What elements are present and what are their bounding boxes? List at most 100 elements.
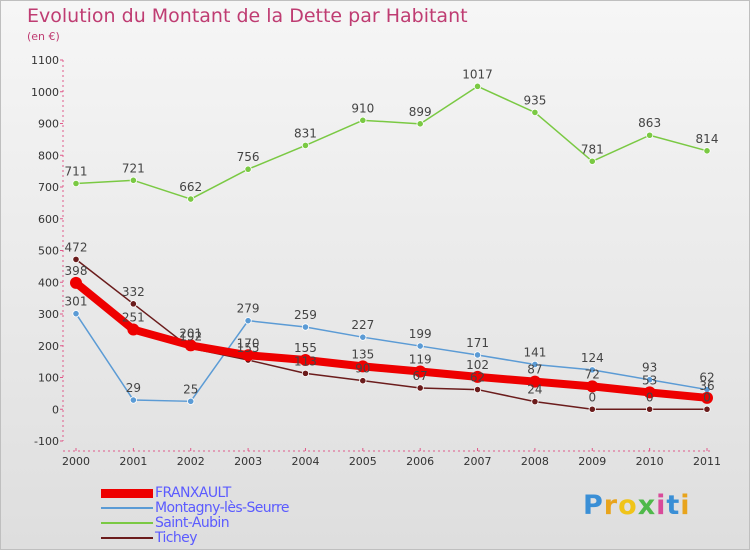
data-label-franxault: 72: [585, 367, 600, 381]
x-tick-label: 2003: [234, 455, 262, 468]
x-tick-label: 2002: [177, 455, 205, 468]
legend-swatch-franxault: [101, 488, 153, 498]
data-point-montagny-les-seurre: [72, 310, 80, 318]
x-tick-label: 2000: [62, 455, 90, 468]
y-tick-label: -100: [34, 435, 59, 448]
legend-item-tichey: Tichey: [101, 530, 197, 546]
data-label-tichey: 155: [237, 341, 260, 355]
data-label-franxault: 251: [122, 311, 145, 325]
data-label-tichey: 24: [527, 383, 542, 397]
data-label-tichey: 113: [294, 354, 317, 368]
legend-swatch-montagny: [101, 507, 153, 509]
data-label-franxault: 135: [351, 347, 374, 361]
y-tick-label: 900: [38, 118, 59, 131]
data-label-franxault: 102: [466, 358, 489, 372]
data-label-franxault: 53: [642, 373, 657, 387]
data-label-saint-aubin: 1017: [462, 67, 493, 81]
data-point-montagny-les-seurre: [473, 351, 482, 359]
data-label-montagny-les-seurre: 62: [699, 371, 714, 385]
legend-item-saint-aubin: Saint-Aubin: [101, 515, 230, 531]
y-tick-label: 300: [38, 308, 59, 321]
data-point-montagny-les-seurre: [359, 333, 367, 341]
series-line-franxault: [72, 278, 711, 402]
data-point-tichey: [301, 369, 310, 377]
y-tick-label: 800: [38, 149, 59, 162]
legend-label-tichey: Tichey: [155, 530, 197, 546]
data-point-franxault: [356, 360, 369, 373]
data-point-franxault: [643, 386, 656, 399]
data-label-saint-aubin: 863: [638, 116, 661, 130]
logo-letter: o: [618, 490, 638, 521]
data-label-montagny-les-seurre: 171: [466, 336, 489, 350]
data-point-tichey: [473, 385, 482, 394]
logo-letter: r: [603, 490, 619, 521]
logo-letter: x: [637, 490, 657, 521]
data-label-franxault: 201: [179, 326, 202, 340]
data-point-saint-aubin: [473, 82, 482, 90]
data-point-saint-aubin: [301, 141, 310, 150]
unit-label: (en €): [27, 30, 60, 43]
data-label-franxault: 36: [699, 379, 714, 393]
data-label-montagny-les-seurre: 141: [523, 345, 546, 359]
x-tick-label: 2011: [693, 455, 721, 468]
x-tick-label: 2009: [578, 455, 606, 468]
data-point-tichey: [531, 398, 539, 406]
data-label-montagny-les-seurre: 29: [126, 381, 141, 395]
data-point-montagny-les-seurre: [531, 360, 539, 369]
data-label-saint-aubin: 721: [122, 161, 145, 175]
data-point-tichey: [588, 405, 596, 413]
y-tick-label: 600: [38, 213, 59, 226]
legend-swatch-saint-aubin: [101, 522, 153, 524]
x-tick-label: 2004: [291, 455, 319, 468]
data-label-montagny-les-seurre: 124: [581, 351, 604, 365]
data-point-franxault: [701, 391, 713, 404]
data-point-tichey: [416, 384, 424, 392]
logo-letter: P: [583, 490, 604, 521]
data-point-montagny-les-seurre: [187, 397, 195, 405]
y-tick-label: 700: [38, 181, 59, 194]
y-tick-label: 400: [38, 276, 59, 289]
proxiti-logo: Proxiti: [583, 490, 691, 521]
series-line-montagny-les-seurre: [75, 312, 708, 403]
x-tick-label: 2006: [406, 455, 434, 468]
data-point-tichey: [703, 405, 711, 413]
legend-swatch-tichey: [101, 537, 153, 539]
data-point-franxault: [242, 349, 255, 362]
data-point-saint-aubin: [703, 147, 711, 155]
data-label-franxault: 155: [294, 341, 317, 355]
data-label-montagny-les-seurre: 93: [642, 361, 657, 375]
y-tick-label: 1000: [31, 86, 59, 99]
logo-letter: t: [666, 490, 681, 521]
data-point-franxault: [127, 323, 140, 336]
series-line-saint-aubin: [75, 85, 708, 200]
data-point-franxault: [586, 380, 599, 393]
data-label-montagny-les-seurre: 199: [409, 327, 432, 341]
x-tick-label: 2008: [521, 455, 549, 468]
data-point-tichey: [646, 405, 654, 413]
y-tick-label: 1100: [31, 54, 59, 67]
data-label-saint-aubin: 781: [581, 142, 604, 156]
legend-label-montagny: Montagny-lès-Seurre: [155, 500, 289, 516]
data-label-montagny-les-seurre: 259: [294, 308, 317, 322]
data-point-montagny-les-seurre: [244, 317, 252, 325]
legend-label-saint-aubin: Saint-Aubin: [155, 515, 230, 531]
data-point-tichey: [129, 300, 137, 308]
y-tick-label: 200: [38, 340, 59, 353]
data-point-franxault: [70, 276, 82, 289]
data-point-saint-aubin: [588, 157, 596, 165]
data-point-montagny-les-seurre: [646, 376, 654, 384]
data-label-franxault: 398: [65, 264, 88, 278]
logo-letter: i: [680, 490, 691, 521]
data-point-montagny-les-seurre: [301, 323, 310, 331]
data-point-franxault: [184, 339, 197, 352]
data-point-montagny-les-seurre: [129, 396, 137, 404]
data-label-saint-aubin: 910: [351, 101, 374, 115]
data-point-saint-aubin: [416, 120, 424, 128]
data-point-tichey: [72, 255, 80, 263]
data-point-montagny-les-seurre: [588, 366, 596, 374]
legend-label-franxault: FRANXAULT: [155, 485, 231, 501]
x-tick-label: 2005: [349, 455, 377, 468]
